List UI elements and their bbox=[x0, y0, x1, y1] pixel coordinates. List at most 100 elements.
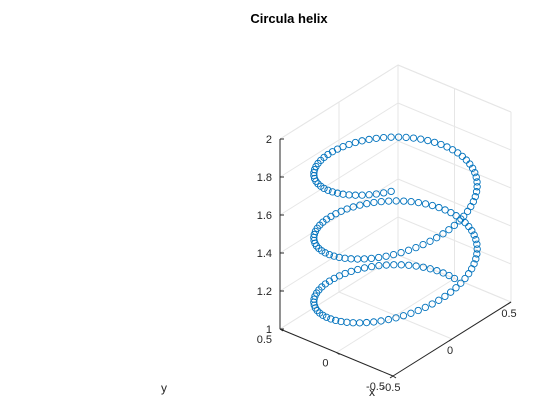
z-tick-label: 1.4 bbox=[257, 248, 272, 260]
y-tick bbox=[392, 375, 397, 379]
data-point bbox=[362, 318, 371, 327]
data-point bbox=[392, 197, 400, 205]
data-point bbox=[439, 230, 447, 238]
data-point bbox=[367, 262, 376, 271]
data-point bbox=[414, 306, 422, 315]
chart-title: Circula helix bbox=[250, 11, 328, 26]
box-edge bbox=[397, 64, 512, 113]
data-point bbox=[349, 203, 357, 211]
data-point bbox=[404, 246, 413, 254]
data-point bbox=[439, 269, 447, 277]
data-point bbox=[426, 237, 434, 245]
data-point bbox=[472, 173, 480, 181]
data-point bbox=[318, 247, 326, 255]
data-point bbox=[377, 317, 385, 325]
data-point bbox=[454, 149, 462, 157]
data-point bbox=[379, 133, 388, 142]
data-point bbox=[400, 197, 408, 205]
data-point bbox=[421, 303, 429, 312]
data-point bbox=[321, 249, 329, 257]
data-point bbox=[407, 309, 415, 317]
data-point bbox=[322, 313, 331, 321]
data-point bbox=[433, 234, 441, 242]
data-point bbox=[353, 255, 362, 263]
x-tick-label: 0 bbox=[447, 345, 453, 357]
data-point bbox=[470, 231, 478, 239]
data-point bbox=[351, 138, 360, 147]
data-point bbox=[370, 318, 378, 326]
data-point bbox=[345, 140, 353, 149]
data-point bbox=[320, 184, 328, 193]
data-point bbox=[389, 250, 398, 259]
data-point bbox=[347, 255, 355, 263]
x-tick bbox=[389, 375, 394, 379]
y-tick-label: 0 bbox=[322, 358, 328, 370]
x-tick-label: -0.5 bbox=[382, 382, 401, 394]
data-point bbox=[356, 319, 364, 327]
data-point bbox=[382, 261, 390, 269]
data-point bbox=[358, 137, 366, 145]
data-point bbox=[441, 292, 449, 301]
data-point bbox=[462, 156, 471, 164]
data-point bbox=[310, 233, 318, 242]
data-point bbox=[312, 242, 321, 250]
data-point bbox=[470, 260, 478, 268]
y-tick-label: -0.5 bbox=[366, 381, 385, 393]
data-point bbox=[419, 240, 427, 249]
data-point bbox=[370, 198, 378, 207]
grid-line bbox=[279, 254, 399, 330]
data-point bbox=[443, 143, 451, 151]
data-point bbox=[327, 315, 335, 323]
data-point bbox=[349, 319, 357, 327]
data-point bbox=[428, 201, 437, 210]
data-point bbox=[375, 253, 383, 262]
data-point bbox=[458, 152, 466, 161]
x-tick-label: 0.5 bbox=[501, 308, 516, 320]
data-point bbox=[473, 183, 481, 191]
data-point bbox=[332, 316, 340, 325]
data-point bbox=[382, 252, 390, 260]
data-point bbox=[365, 191, 373, 199]
data-point bbox=[424, 136, 432, 145]
data-point bbox=[324, 186, 332, 194]
data-point bbox=[473, 245, 481, 253]
data-point bbox=[363, 200, 371, 208]
data-point bbox=[337, 317, 345, 326]
data-point bbox=[435, 203, 443, 212]
data-point bbox=[433, 267, 441, 275]
y-axis-label: y bbox=[161, 381, 167, 395]
tick-layer: -0.500.5-0.500.511.21.41.61.82 bbox=[257, 134, 517, 394]
data-point bbox=[365, 135, 373, 144]
data-point bbox=[313, 306, 321, 315]
data-point bbox=[473, 240, 481, 248]
data-point bbox=[343, 318, 351, 326]
data-point bbox=[455, 217, 463, 225]
data-point bbox=[471, 169, 479, 177]
grid-line bbox=[397, 178, 512, 227]
z-tick-label: 1 bbox=[266, 324, 272, 336]
data-point bbox=[412, 262, 420, 270]
grid-line bbox=[279, 140, 399, 216]
data-point bbox=[345, 191, 353, 199]
x-tick bbox=[507, 301, 512, 305]
data-point bbox=[372, 134, 380, 143]
data-point bbox=[380, 189, 388, 197]
data-point bbox=[426, 265, 434, 273]
data-point bbox=[409, 134, 418, 142]
grid-line bbox=[336, 278, 455, 353]
data-point bbox=[469, 197, 478, 206]
data-point bbox=[347, 267, 355, 276]
data-point bbox=[465, 222, 473, 231]
grid-line bbox=[397, 140, 512, 189]
data-point bbox=[472, 235, 480, 244]
y-tick bbox=[336, 352, 340, 355]
data-layer bbox=[310, 133, 481, 327]
z-tick-label: 1.6 bbox=[257, 210, 272, 222]
data-point bbox=[397, 261, 405, 269]
data-point bbox=[473, 250, 481, 258]
data-point bbox=[394, 133, 403, 141]
data-point bbox=[457, 279, 465, 287]
data-point bbox=[397, 248, 405, 257]
